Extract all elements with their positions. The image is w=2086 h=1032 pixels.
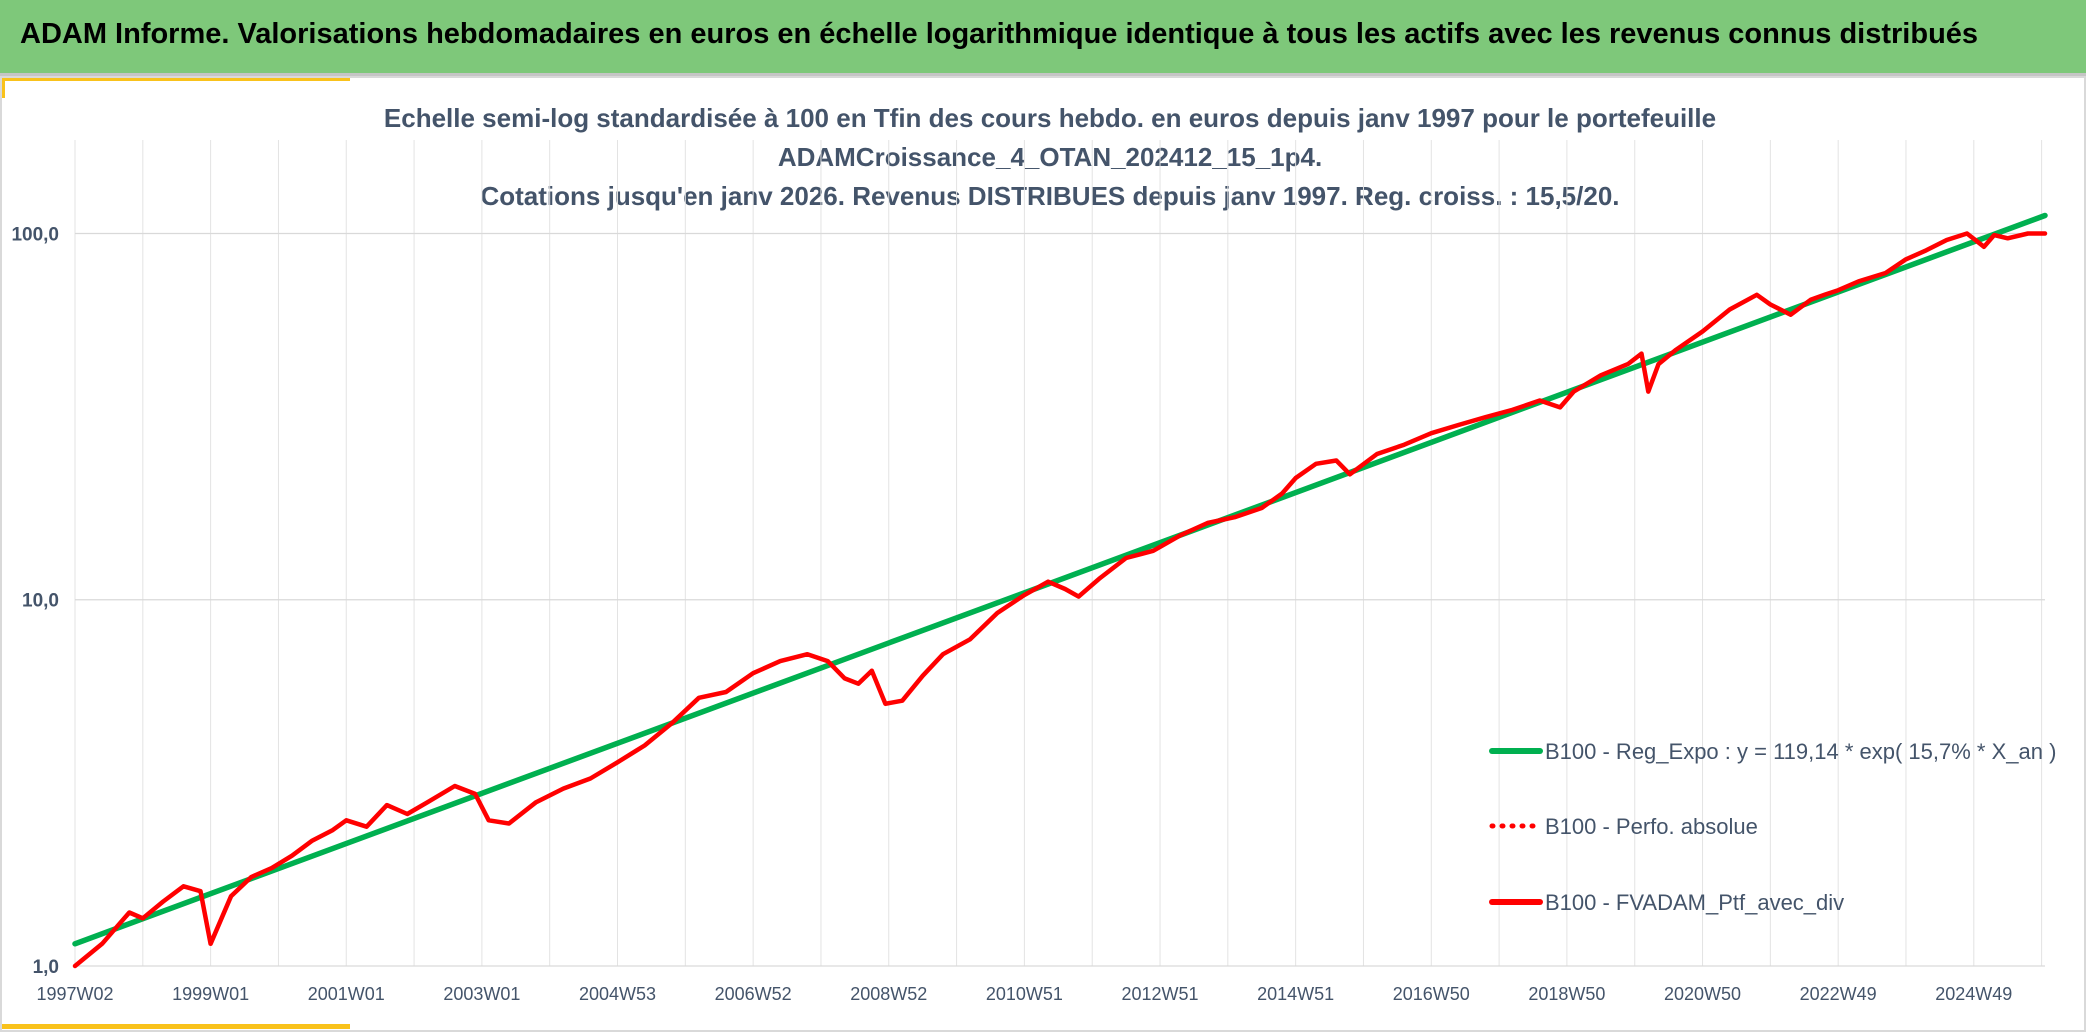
x-tick-label: 2014W51 xyxy=(1257,984,1334,1004)
legend: B100 - Reg_Expo : y = 119,14 * exp( 15,7… xyxy=(1489,739,2056,915)
axis-ticks: 1997W02 1999W01 2001W01 2003W01 2004W53 2006W… xyxy=(11,224,2012,1004)
series-lines xyxy=(72,212,2048,969)
y-tick-label: 100,0 xyxy=(11,224,59,245)
x-tick-label: 2022W49 xyxy=(1800,984,1877,1004)
x-tick-label: 2006W52 xyxy=(715,984,792,1004)
regression-series-line xyxy=(72,212,2048,947)
chart-title-line-1: Echelle semi-log standardisée à 100 en T… xyxy=(383,103,1717,133)
x-tick-label: 2001W01 xyxy=(308,984,385,1004)
portfolio-series-line xyxy=(72,231,2048,969)
x-tick-label: 1997W02 xyxy=(36,984,113,1004)
x-tick-label: 2020W50 xyxy=(1664,984,1741,1004)
legend-label: B100 - FVADAM_Ptf_avec_div xyxy=(1545,890,1844,915)
grid-lines xyxy=(74,140,2045,967)
chart-title-line-3: Cotations jusqu'en janv 2026. Revenus DI… xyxy=(480,181,1620,211)
accent-top-left-bar xyxy=(0,76,350,81)
legend-label: B100 - Reg_Expo : y = 119,14 * exp( 15,7… xyxy=(1545,739,2056,764)
page-title: ADAM Informe. Valorisations hebdomadaire… xyxy=(20,18,1979,50)
x-tick-label: 2008W52 xyxy=(850,984,927,1004)
y-tick-label: 1,0 xyxy=(33,957,59,978)
chart-title-line-2: ADAMCroissance_4_OTAN_202412_15_1p4. xyxy=(777,142,1323,172)
x-tick-label: 1999W01 xyxy=(172,984,249,1004)
header-banner: ADAM Informe. Valorisations hebdomadaire… xyxy=(0,0,2086,76)
legend-label: B100 - Perfo. absolue xyxy=(1545,814,1758,839)
y-tick-label: 10,0 xyxy=(22,591,59,612)
x-tick-label: 2012W51 xyxy=(1121,984,1198,1004)
x-tick-label: 2003W01 xyxy=(443,984,520,1004)
x-tick-label: 2004W53 xyxy=(579,984,656,1004)
x-tick-label: 2018W50 xyxy=(1528,984,1605,1004)
x-tick-label: 2024W49 xyxy=(1935,984,2012,1004)
x-tick-label: 2010W51 xyxy=(986,984,1063,1004)
chart-frame xyxy=(0,76,2086,1032)
accent-bottom-left-bar xyxy=(0,1024,350,1029)
accent-top-left-side xyxy=(0,76,5,98)
x-tick-label: 2016W50 xyxy=(1393,984,1470,1004)
